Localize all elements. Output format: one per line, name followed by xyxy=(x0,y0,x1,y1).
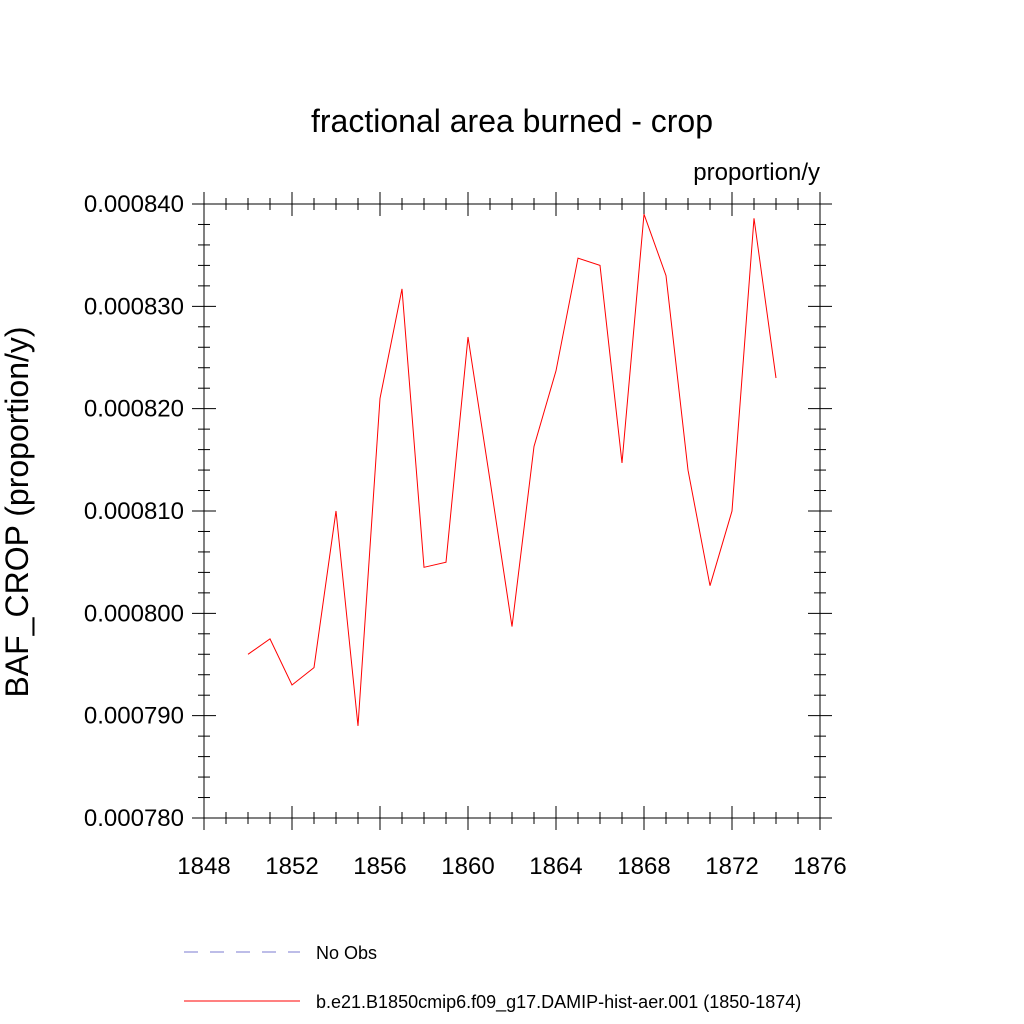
y-tick-label: 0.000790 xyxy=(84,703,184,730)
y-tick-label: 0.000820 xyxy=(84,396,184,423)
series-line xyxy=(247,214,777,726)
x-tick-label: 1860 xyxy=(441,853,494,880)
legend-label: No Obs xyxy=(316,943,377,963)
units-label: proportion/y xyxy=(693,159,820,186)
legend: No Obs b.e21.B1850cmip6.f09_g17.DAMIP-his… xyxy=(184,943,801,1013)
y-tick-label: 0.000840 xyxy=(84,191,184,218)
y-tick-label: 0.000810 xyxy=(84,498,184,525)
axis-ticks: 1848 1852 1856 1860 1864 1868 1872 1876 0.000780… xyxy=(84,191,847,880)
y-tick-label: 0.000830 xyxy=(84,293,184,320)
x-tick-label: 1856 xyxy=(353,853,406,880)
x-tick-label: 1868 xyxy=(617,853,670,880)
y-axis-label: BAF_CROP (proportion/y) xyxy=(0,326,35,697)
y-tick-label: 0.000800 xyxy=(84,600,184,627)
x-tick-label: 1876 xyxy=(793,853,846,880)
x-tick-label: 1848 xyxy=(177,853,230,880)
x-tick-label: 1852 xyxy=(265,853,318,880)
plot-frame xyxy=(203,203,821,819)
legend-label: b.e21.B1850cmip6.f09_g17.DAMIP-hist-aer.… xyxy=(316,992,801,1013)
x-tick-label: 1872 xyxy=(705,853,758,880)
y-tick-label: 0.000780 xyxy=(84,805,184,832)
x-tick-label: 1864 xyxy=(529,853,582,880)
series-layer xyxy=(247,214,777,726)
chart-title: fractional area burned - crop xyxy=(311,103,713,139)
